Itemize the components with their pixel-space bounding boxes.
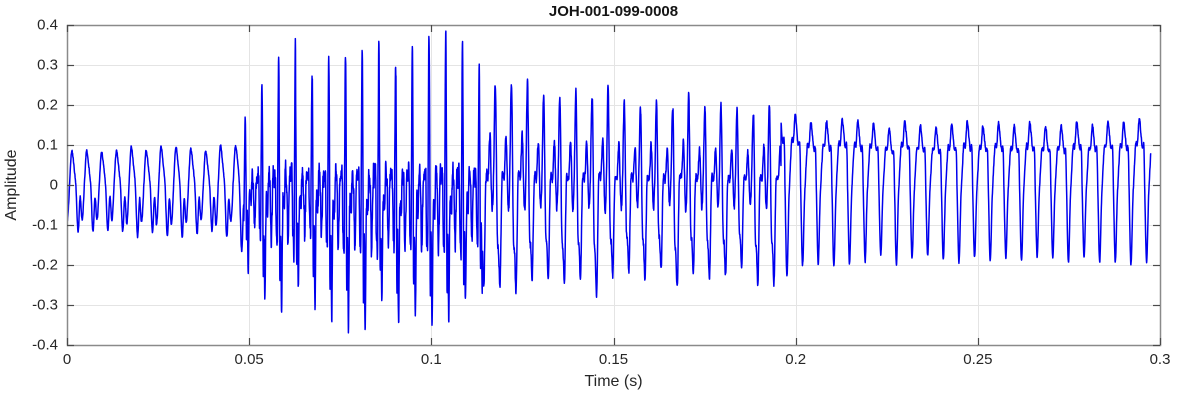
y-tick-label: 0.3 <box>37 56 58 74</box>
y-tick-label: 0.2 <box>37 96 58 114</box>
y-tick-label: 0 <box>49 176 58 194</box>
y-tick-label: -0.1 <box>32 216 58 234</box>
x-tick-label: 0.3 <box>1149 351 1171 368</box>
x-tick-label: 0.25 <box>963 351 993 368</box>
y-tick-label: 0.1 <box>37 136 58 154</box>
x-tick-label: 0.05 <box>234 351 264 368</box>
x-tick-label: 0.2 <box>785 351 807 368</box>
chart-title: JOH-001-099-0008 <box>548 3 679 20</box>
y-tick-label: -0.3 <box>32 296 58 314</box>
x-tick-label: 0 <box>62 351 72 368</box>
x-axis-label: Time (s) <box>584 373 643 390</box>
x-tick-label: 0.1 <box>420 351 442 368</box>
y-tick-label: -0.2 <box>32 256 58 274</box>
y-tick-label: 0.4 <box>37 16 58 34</box>
y-tick-label: -0.4 <box>32 336 58 354</box>
x-tick-label: 0.15 <box>598 351 629 368</box>
